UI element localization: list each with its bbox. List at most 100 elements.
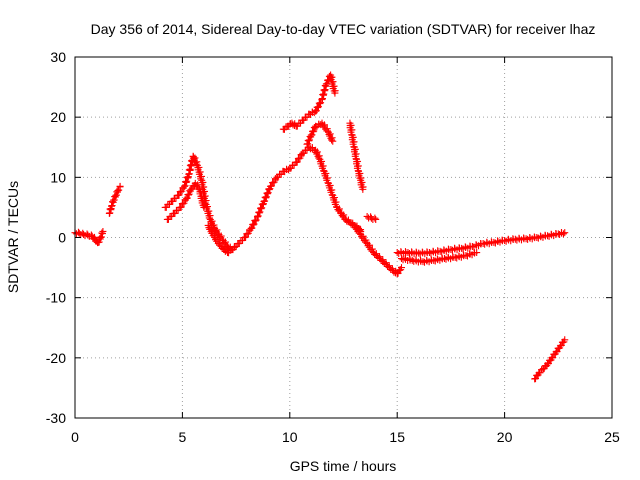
data-point bbox=[308, 131, 316, 139]
data-point bbox=[252, 216, 260, 224]
x-tick-label: 20 bbox=[497, 429, 513, 445]
data-point bbox=[254, 212, 262, 220]
data-point bbox=[183, 173, 191, 181]
data-point bbox=[248, 224, 256, 232]
data-point bbox=[436, 247, 444, 255]
data-point bbox=[561, 336, 569, 344]
data-point bbox=[178, 187, 186, 195]
y-tick-label: -30 bbox=[46, 410, 66, 426]
data-point bbox=[384, 262, 392, 270]
data-point bbox=[473, 249, 481, 257]
data-point bbox=[270, 178, 278, 186]
x-tick-label: 10 bbox=[282, 429, 298, 445]
data-point bbox=[328, 136, 336, 144]
y-tick-label: -20 bbox=[46, 350, 66, 366]
data-point bbox=[310, 127, 318, 135]
data-point bbox=[312, 107, 320, 115]
data-point bbox=[262, 193, 270, 201]
y-tick-label: 20 bbox=[50, 109, 66, 125]
data-point bbox=[544, 232, 552, 240]
data-point bbox=[544, 360, 552, 368]
data-point bbox=[296, 154, 304, 162]
y-tick-label: 0 bbox=[58, 230, 66, 246]
data-point bbox=[561, 229, 569, 237]
data-point bbox=[305, 136, 313, 144]
data-point bbox=[451, 253, 459, 261]
data-point bbox=[197, 175, 205, 183]
data-point bbox=[256, 208, 264, 216]
data-point bbox=[377, 256, 385, 264]
data-point bbox=[533, 234, 541, 241]
data-point bbox=[242, 233, 250, 241]
data-point bbox=[175, 191, 183, 199]
data-point bbox=[185, 166, 193, 174]
y-axis-label: SDTVAR / TECUs bbox=[5, 181, 21, 293]
data-point bbox=[180, 199, 188, 207]
data-point bbox=[211, 227, 219, 235]
x-axis-label: GPS time / hours bbox=[290, 458, 397, 474]
data-point bbox=[115, 186, 123, 194]
data-point bbox=[200, 203, 208, 211]
series-seg-f bbox=[279, 71, 339, 133]
data-point bbox=[372, 215, 380, 223]
data-point bbox=[329, 137, 337, 145]
data-point bbox=[397, 264, 405, 272]
data-point bbox=[430, 256, 438, 264]
data-point bbox=[177, 203, 185, 211]
data-point bbox=[264, 189, 272, 197]
data-point bbox=[532, 375, 540, 383]
chart-title: Day 356 of 2014, Sidereal Day-to-day VTE… bbox=[91, 21, 596, 37]
series-seg-b bbox=[105, 182, 124, 217]
data-point bbox=[394, 269, 402, 277]
data-point bbox=[490, 238, 498, 246]
data-point bbox=[317, 99, 325, 107]
x-tick-label: 25 bbox=[604, 429, 620, 445]
data-point bbox=[359, 185, 367, 193]
series-seg-a bbox=[71, 227, 107, 247]
data-point bbox=[182, 178, 190, 186]
data-point bbox=[304, 140, 312, 148]
data-point bbox=[116, 182, 124, 190]
data-point bbox=[390, 268, 398, 276]
data-point bbox=[319, 91, 327, 99]
data-point bbox=[111, 193, 119, 201]
data-point bbox=[267, 182, 275, 190]
data-point bbox=[320, 86, 328, 94]
data-point bbox=[559, 230, 567, 238]
series-seg-d bbox=[163, 179, 208, 223]
data-point bbox=[553, 348, 561, 356]
axis-ticks: 0 5 10 15 20 25 -30 -20 -10 0 10 20 30 bbox=[46, 49, 620, 445]
data-point bbox=[261, 197, 269, 205]
x-tick-label: 0 bbox=[71, 429, 79, 445]
series-seg-i bbox=[350, 221, 405, 278]
grid bbox=[75, 57, 612, 418]
data-point bbox=[458, 244, 466, 252]
data-point bbox=[334, 206, 342, 214]
x-tick-label: 15 bbox=[389, 429, 405, 445]
data-point bbox=[192, 181, 200, 189]
data-point bbox=[188, 185, 196, 193]
series-seg-h bbox=[346, 119, 367, 193]
data-point bbox=[371, 250, 379, 258]
series-seg-k bbox=[393, 229, 569, 258]
data-point bbox=[218, 244, 226, 252]
series-seg-m bbox=[531, 336, 569, 383]
data-point bbox=[549, 354, 557, 362]
series-seg-j bbox=[363, 212, 380, 224]
data-point bbox=[338, 212, 346, 220]
series-seg-l bbox=[397, 249, 481, 266]
data-point bbox=[371, 214, 379, 222]
x-tick-label: 5 bbox=[179, 429, 187, 445]
data-point bbox=[185, 190, 193, 198]
series-seg-g bbox=[303, 119, 337, 148]
data-point bbox=[258, 204, 266, 212]
data-point bbox=[347, 220, 355, 228]
data-point bbox=[183, 194, 191, 202]
y-tick-label: 30 bbox=[50, 49, 66, 65]
data-point bbox=[331, 89, 339, 97]
data-point bbox=[250, 220, 258, 228]
data-point bbox=[244, 229, 252, 237]
data-point bbox=[557, 341, 565, 349]
data-point bbox=[343, 217, 351, 225]
